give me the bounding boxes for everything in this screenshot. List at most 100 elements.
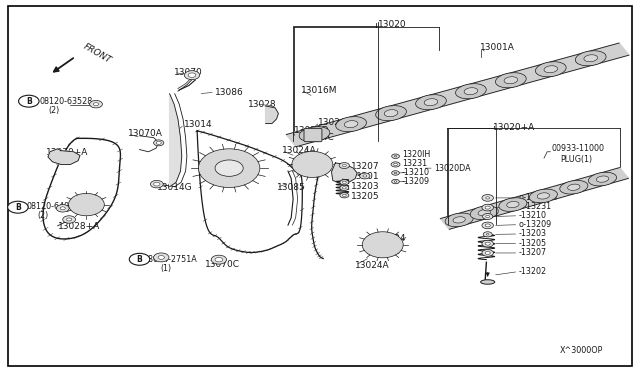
- Circle shape: [360, 173, 370, 179]
- Text: 08044-2751A: 08044-2751A: [143, 255, 197, 264]
- Ellipse shape: [336, 116, 367, 132]
- Circle shape: [63, 216, 76, 223]
- Circle shape: [60, 207, 65, 210]
- Text: 13070C: 13070C: [205, 260, 240, 269]
- Circle shape: [56, 205, 69, 212]
- Text: B: B: [15, 203, 20, 212]
- Circle shape: [154, 140, 164, 146]
- Text: 13020DA: 13020DA: [434, 164, 470, 173]
- Circle shape: [482, 204, 493, 211]
- Text: (1): (1): [160, 264, 171, 273]
- Text: 13231: 13231: [402, 159, 427, 168]
- Circle shape: [391, 162, 400, 167]
- Ellipse shape: [384, 110, 398, 117]
- Ellipse shape: [456, 84, 486, 99]
- Ellipse shape: [464, 88, 477, 95]
- Text: -13203: -13203: [518, 230, 547, 238]
- Text: 13024: 13024: [378, 234, 407, 243]
- Text: 13028+A: 13028+A: [58, 222, 100, 231]
- Text: -13209: -13209: [402, 177, 430, 186]
- Circle shape: [340, 185, 349, 190]
- Ellipse shape: [560, 180, 588, 194]
- Circle shape: [342, 187, 346, 189]
- Text: 00933-11000: 00933-11000: [552, 144, 605, 153]
- Text: 1320lH: 1320lH: [402, 150, 430, 159]
- Circle shape: [340, 193, 349, 198]
- Text: 13014: 13014: [184, 120, 213, 129]
- Circle shape: [363, 175, 367, 177]
- Ellipse shape: [544, 66, 557, 73]
- Ellipse shape: [536, 62, 566, 77]
- Ellipse shape: [596, 176, 609, 182]
- Circle shape: [394, 181, 397, 182]
- Ellipse shape: [529, 189, 557, 203]
- Circle shape: [154, 182, 160, 186]
- Circle shape: [483, 232, 492, 237]
- Circle shape: [394, 163, 397, 166]
- Text: 13085: 13085: [276, 183, 305, 192]
- Text: 13070A: 13070A: [128, 129, 163, 138]
- Circle shape: [342, 164, 346, 167]
- Circle shape: [394, 155, 397, 157]
- Circle shape: [154, 253, 169, 262]
- Circle shape: [129, 253, 150, 265]
- Text: 13001A: 13001A: [480, 43, 515, 52]
- Text: 13086: 13086: [215, 88, 244, 97]
- Ellipse shape: [198, 149, 260, 187]
- Ellipse shape: [344, 121, 358, 128]
- Text: 08120-63528: 08120-63528: [40, 97, 93, 106]
- Circle shape: [90, 100, 102, 108]
- Text: 13070+A: 13070+A: [46, 148, 88, 157]
- Text: (2): (2): [37, 211, 49, 220]
- Ellipse shape: [507, 202, 519, 208]
- Ellipse shape: [588, 172, 616, 186]
- Circle shape: [93, 103, 99, 106]
- Circle shape: [392, 154, 399, 158]
- Polygon shape: [332, 163, 357, 183]
- Circle shape: [342, 181, 346, 183]
- Circle shape: [19, 95, 39, 107]
- Polygon shape: [170, 94, 182, 187]
- Ellipse shape: [299, 127, 330, 142]
- Text: FRONT: FRONT: [82, 42, 113, 65]
- Text: 13020D: 13020D: [294, 126, 330, 135]
- Ellipse shape: [362, 232, 403, 258]
- Circle shape: [392, 171, 399, 175]
- Circle shape: [392, 179, 399, 184]
- Circle shape: [486, 215, 490, 218]
- Text: 13205: 13205: [351, 192, 380, 201]
- Text: -13207: -13207: [518, 248, 547, 257]
- Ellipse shape: [584, 55, 598, 62]
- Circle shape: [394, 172, 397, 174]
- Text: 13024: 13024: [318, 118, 347, 126]
- Circle shape: [485, 224, 490, 227]
- Circle shape: [339, 163, 349, 169]
- Text: (2): (2): [48, 106, 60, 115]
- Polygon shape: [48, 149, 80, 164]
- Circle shape: [158, 256, 164, 259]
- Polygon shape: [266, 106, 278, 124]
- Circle shape: [482, 240, 493, 247]
- Ellipse shape: [495, 73, 526, 88]
- Circle shape: [184, 71, 200, 80]
- Ellipse shape: [424, 99, 438, 106]
- Text: 13020: 13020: [378, 20, 406, 29]
- Text: o-13231: o-13231: [518, 202, 552, 211]
- Ellipse shape: [453, 217, 465, 223]
- Circle shape: [340, 180, 349, 185]
- Circle shape: [342, 194, 346, 196]
- Ellipse shape: [308, 131, 321, 138]
- Text: 08120-64028: 08120-64028: [27, 202, 80, 211]
- Ellipse shape: [504, 77, 518, 84]
- Ellipse shape: [481, 280, 495, 284]
- Ellipse shape: [537, 193, 550, 199]
- Ellipse shape: [445, 213, 473, 227]
- Text: X^3000OP: X^3000OP: [560, 346, 604, 355]
- Circle shape: [486, 197, 490, 199]
- Text: 13028: 13028: [248, 100, 277, 109]
- Circle shape: [215, 160, 243, 176]
- Circle shape: [483, 214, 493, 219]
- Circle shape: [67, 218, 72, 221]
- Polygon shape: [286, 43, 629, 147]
- Text: 13024C: 13024C: [366, 247, 401, 256]
